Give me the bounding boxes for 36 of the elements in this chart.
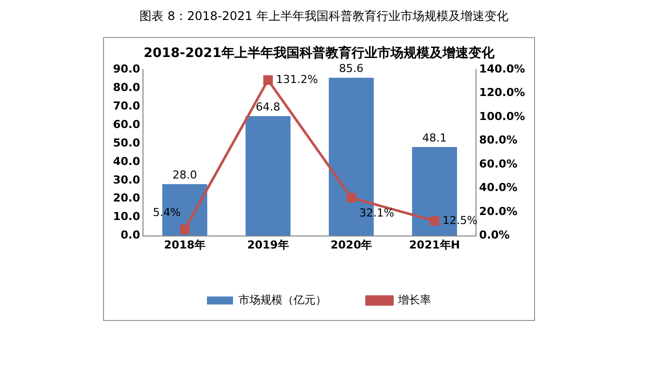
y2-tick-label: 120.0% — [479, 86, 526, 100]
chart-title: 图表 8：2018-2021 年上半年我国科普教育行业市场规模及增速变化 — [138, 8, 510, 25]
legend-label: 增长率 — [397, 293, 431, 306]
y-tick-label: 0.0 — [120, 228, 140, 242]
y2-tick-label: 40.0% — [479, 181, 518, 194]
y2-tick-label: 100.0% — [479, 110, 526, 123]
data-label: 64.8 — [256, 100, 280, 114]
y2-tick-label: 140.0% — [479, 62, 526, 76]
y-tick-label: 10.0 — [113, 210, 140, 224]
y-tick-label: 60.0 — [113, 118, 140, 131]
y2-tick-label: 80.0% — [479, 134, 518, 147]
data-label: 48.1 — [422, 131, 447, 144]
x-tick-label: 2021年H — [409, 238, 460, 252]
chart-subtitle: 2018-2021年上半年我国科普教育行业市场规模及增速变化 — [144, 45, 496, 62]
point — [430, 216, 440, 226]
data-label: 28.0 — [172, 168, 198, 182]
point — [180, 224, 190, 234]
data-label: 131.2% — [276, 72, 318, 86]
point — [263, 75, 273, 85]
point — [346, 192, 356, 202]
y-tick-label: 40.0 — [113, 154, 140, 168]
bar — [246, 116, 291, 236]
y-tick-label: 80.0 — [113, 80, 140, 94]
y2-tick-label: 0.0% — [479, 228, 510, 242]
y-tick-label: 50.0 — [113, 136, 140, 150]
y-tick-label: 70.0 — [113, 99, 140, 112]
data-label: 85.6 — [339, 62, 364, 76]
y-tick-label: 90.0 — [113, 62, 140, 76]
x-tick-label: 2020年 — [330, 238, 372, 252]
y2-tick-label: 60.0% — [479, 157, 518, 170]
y-tick-label: 30.0 — [113, 173, 140, 186]
legend-label: 市场规模（亿元） — [238, 293, 326, 306]
y-tick-label: 20.0 — [113, 192, 140, 205]
x-tick-label: 2018年 — [164, 238, 206, 252]
x-tick-label: 2019年 — [247, 238, 289, 252]
y2-tick-label: 20.0% — [479, 204, 518, 218]
